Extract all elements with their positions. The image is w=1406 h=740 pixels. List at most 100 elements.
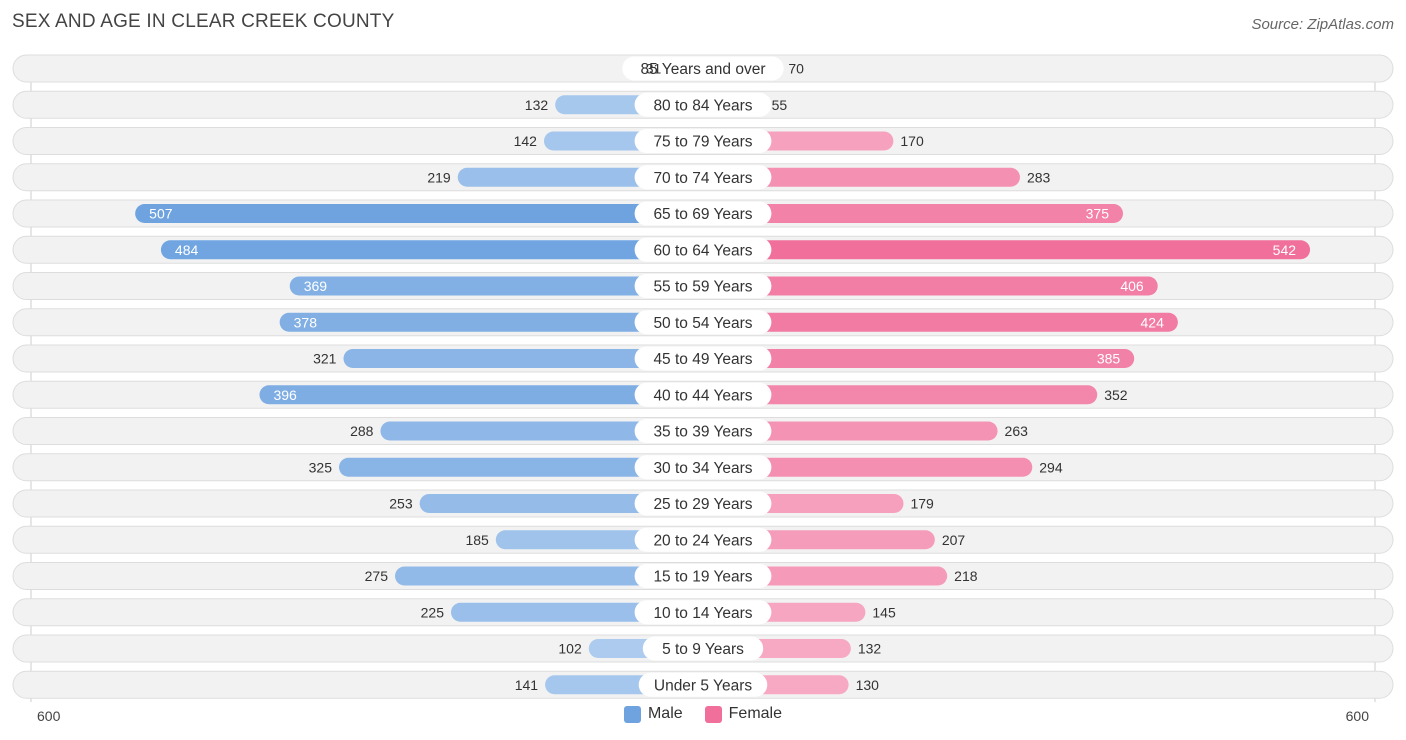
age-label-pill <box>634 237 772 262</box>
legend: Male Female <box>0 705 1406 723</box>
female-value-label: 263 <box>1005 423 1029 439</box>
age-row: 75 to 79 Years 142 170 <box>12 127 1394 155</box>
female-value-label: 207 <box>942 532 966 548</box>
age-row: 70 to 74 Years 219 283 <box>12 163 1394 192</box>
age-label-pill <box>634 600 772 625</box>
age-row: 25 to 29 Years 253 179 <box>12 489 1394 518</box>
female-value-label: 179 <box>910 496 934 512</box>
source-credit: Source: ZipAtlas.com <box>1251 16 1394 33</box>
age-row: 30 to 34 Years 325 294 <box>12 453 1394 482</box>
female-value-label: 294 <box>1039 459 1063 475</box>
male-value-label: 321 <box>313 351 337 367</box>
female-bar <box>703 385 1098 405</box>
age-row: 15 to 19 Years 275 218 <box>12 562 1394 590</box>
male-value-label: 325 <box>309 459 333 475</box>
age-group-label: 20 to 24 Years <box>653 532 752 549</box>
age-row: 10 to 14 Years 225 145 <box>12 598 1394 627</box>
male-value-label: 378 <box>294 314 318 330</box>
female-value-label: 132 <box>858 641 882 657</box>
male-bar <box>135 204 703 223</box>
age-label-pill <box>634 310 772 335</box>
age-group-label: 5 to 9 Years <box>662 641 744 658</box>
age-row: 5 to 9 Years 102 132 <box>12 634 1394 663</box>
male-swatch <box>623 705 641 723</box>
age-row: 50 to 54 Years 378 424 <box>12 308 1394 337</box>
age-row: 55 to 59 Years 369 406 <box>12 272 1394 300</box>
female-bar <box>703 240 1311 260</box>
age-row: 45 to 49 Years 321 385 <box>12 344 1394 373</box>
male-value-label: 484 <box>175 242 199 258</box>
male-bar <box>395 566 703 586</box>
age-group-label: 70 to 74 Years <box>653 170 752 187</box>
legend-item-male[interactable]: Male <box>623 705 683 723</box>
male-value-label: 141 <box>515 677 539 693</box>
age-group-label: 85 Years and over <box>641 61 766 78</box>
age-group-label: 45 to 49 Years <box>653 351 752 368</box>
male-bar <box>289 276 703 296</box>
age-group-label: 40 to 44 Years <box>653 387 752 404</box>
male-value-label: 288 <box>350 423 374 439</box>
male-value-label: 253 <box>389 496 413 512</box>
legend-label-male: Male <box>647 705 683 722</box>
female-value-label: 385 <box>1097 351 1121 367</box>
age-label-pill <box>634 382 772 407</box>
female-value-label: 352 <box>1104 387 1128 403</box>
age-group-label: 60 to 64 Years <box>653 242 752 259</box>
age-label-pill <box>634 274 772 298</box>
age-label-pill <box>634 165 772 190</box>
age-group-label: 15 to 19 Years <box>653 569 752 586</box>
age-row: Under 5 Years 141 130 <box>12 670 1394 699</box>
male-value-label: 507 <box>149 206 173 222</box>
male-value-label: 219 <box>427 169 451 185</box>
male-value-label: 275 <box>365 568 389 584</box>
age-group-label: 35 to 39 Years <box>653 424 752 441</box>
female-value-label: 542 <box>1273 242 1297 258</box>
age-row: 20 to 24 Years 185 207 <box>12 525 1394 554</box>
female-value-label: 55 <box>772 97 788 113</box>
age-group-label: 50 to 54 Years <box>653 315 752 332</box>
female-bar <box>703 312 1178 332</box>
age-group-label: 55 to 59 Years <box>653 279 752 296</box>
axis-label-right: 600 <box>1346 708 1370 724</box>
age-group-label: 30 to 34 Years <box>653 460 752 477</box>
female-value-label: 145 <box>872 604 896 620</box>
age-row: 65 to 69 Years 507 375 <box>12 199 1394 228</box>
age-label-pill <box>634 527 772 552</box>
female-value-label: 170 <box>900 133 924 149</box>
age-row: 80 to 84 Years 132 55 <box>12 90 1394 119</box>
chart-title: SEX AND AGE IN CLEAR CREEK COUNTY <box>12 11 395 32</box>
female-value-label: 218 <box>954 568 978 584</box>
female-bar <box>703 421 998 441</box>
age-label-pill <box>622 56 784 81</box>
male-value-label: 102 <box>558 641 582 657</box>
age-label-pill <box>634 419 772 443</box>
age-group-label: 75 to 79 Years <box>653 134 752 151</box>
female-bar <box>703 204 1123 223</box>
age-group-label: 65 to 69 Years <box>653 206 752 223</box>
female-value-label: 283 <box>1027 169 1051 185</box>
age-group-label: Under 5 Years <box>654 677 752 694</box>
age-group-label: 25 to 29 Years <box>653 496 752 513</box>
age-row: 35 to 39 Years 288 263 <box>12 417 1394 445</box>
male-value-label: 369 <box>304 278 328 294</box>
age-label-pill <box>634 455 772 480</box>
age-label-pill <box>634 564 772 588</box>
legend-label-female: Female <box>728 705 783 722</box>
age-label-pill <box>634 491 772 516</box>
male-value-label: 225 <box>421 604 445 620</box>
female-swatch <box>704 705 722 723</box>
age-label-pill <box>634 92 772 117</box>
male-value-label: 142 <box>514 133 538 149</box>
female-value-label: 70 <box>788 61 804 77</box>
age-label-pill <box>642 636 764 661</box>
male-value-label: 31 <box>646 61 662 77</box>
male-bar <box>339 457 703 477</box>
male-value-label: 132 <box>525 97 549 113</box>
legend-item-female[interactable]: Female <box>704 705 783 723</box>
female-bar <box>703 349 1135 368</box>
male-bar <box>343 349 703 368</box>
age-label-pill <box>638 672 768 697</box>
female-value-label: 130 <box>856 677 880 693</box>
